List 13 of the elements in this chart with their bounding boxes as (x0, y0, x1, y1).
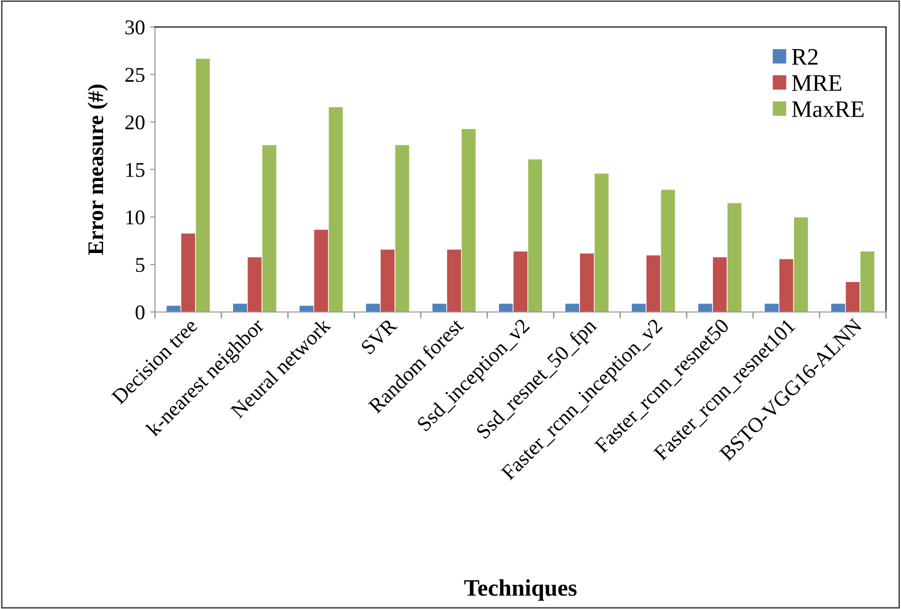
x-tick-label: SVR (360, 317, 398, 355)
y-tick-label: 10 (126, 210, 144, 224)
y-tick-label: 30 (125, 20, 144, 34)
y-tick-label: 25 (125, 68, 144, 82)
y-tick-label: 0 (136, 305, 144, 320)
y-tick-label: 20 (125, 115, 144, 130)
y-tick-label: 5 (136, 258, 144, 272)
y-tick-label: 15 (126, 162, 144, 177)
x-axis-title: Techniques (464, 579, 577, 601)
y-axis-title: Error measure (#) (88, 84, 108, 255)
legend-label: MRE (792, 75, 842, 91)
legend-label: R2 (792, 49, 818, 65)
legend-label: MaxRE (792, 101, 864, 118)
